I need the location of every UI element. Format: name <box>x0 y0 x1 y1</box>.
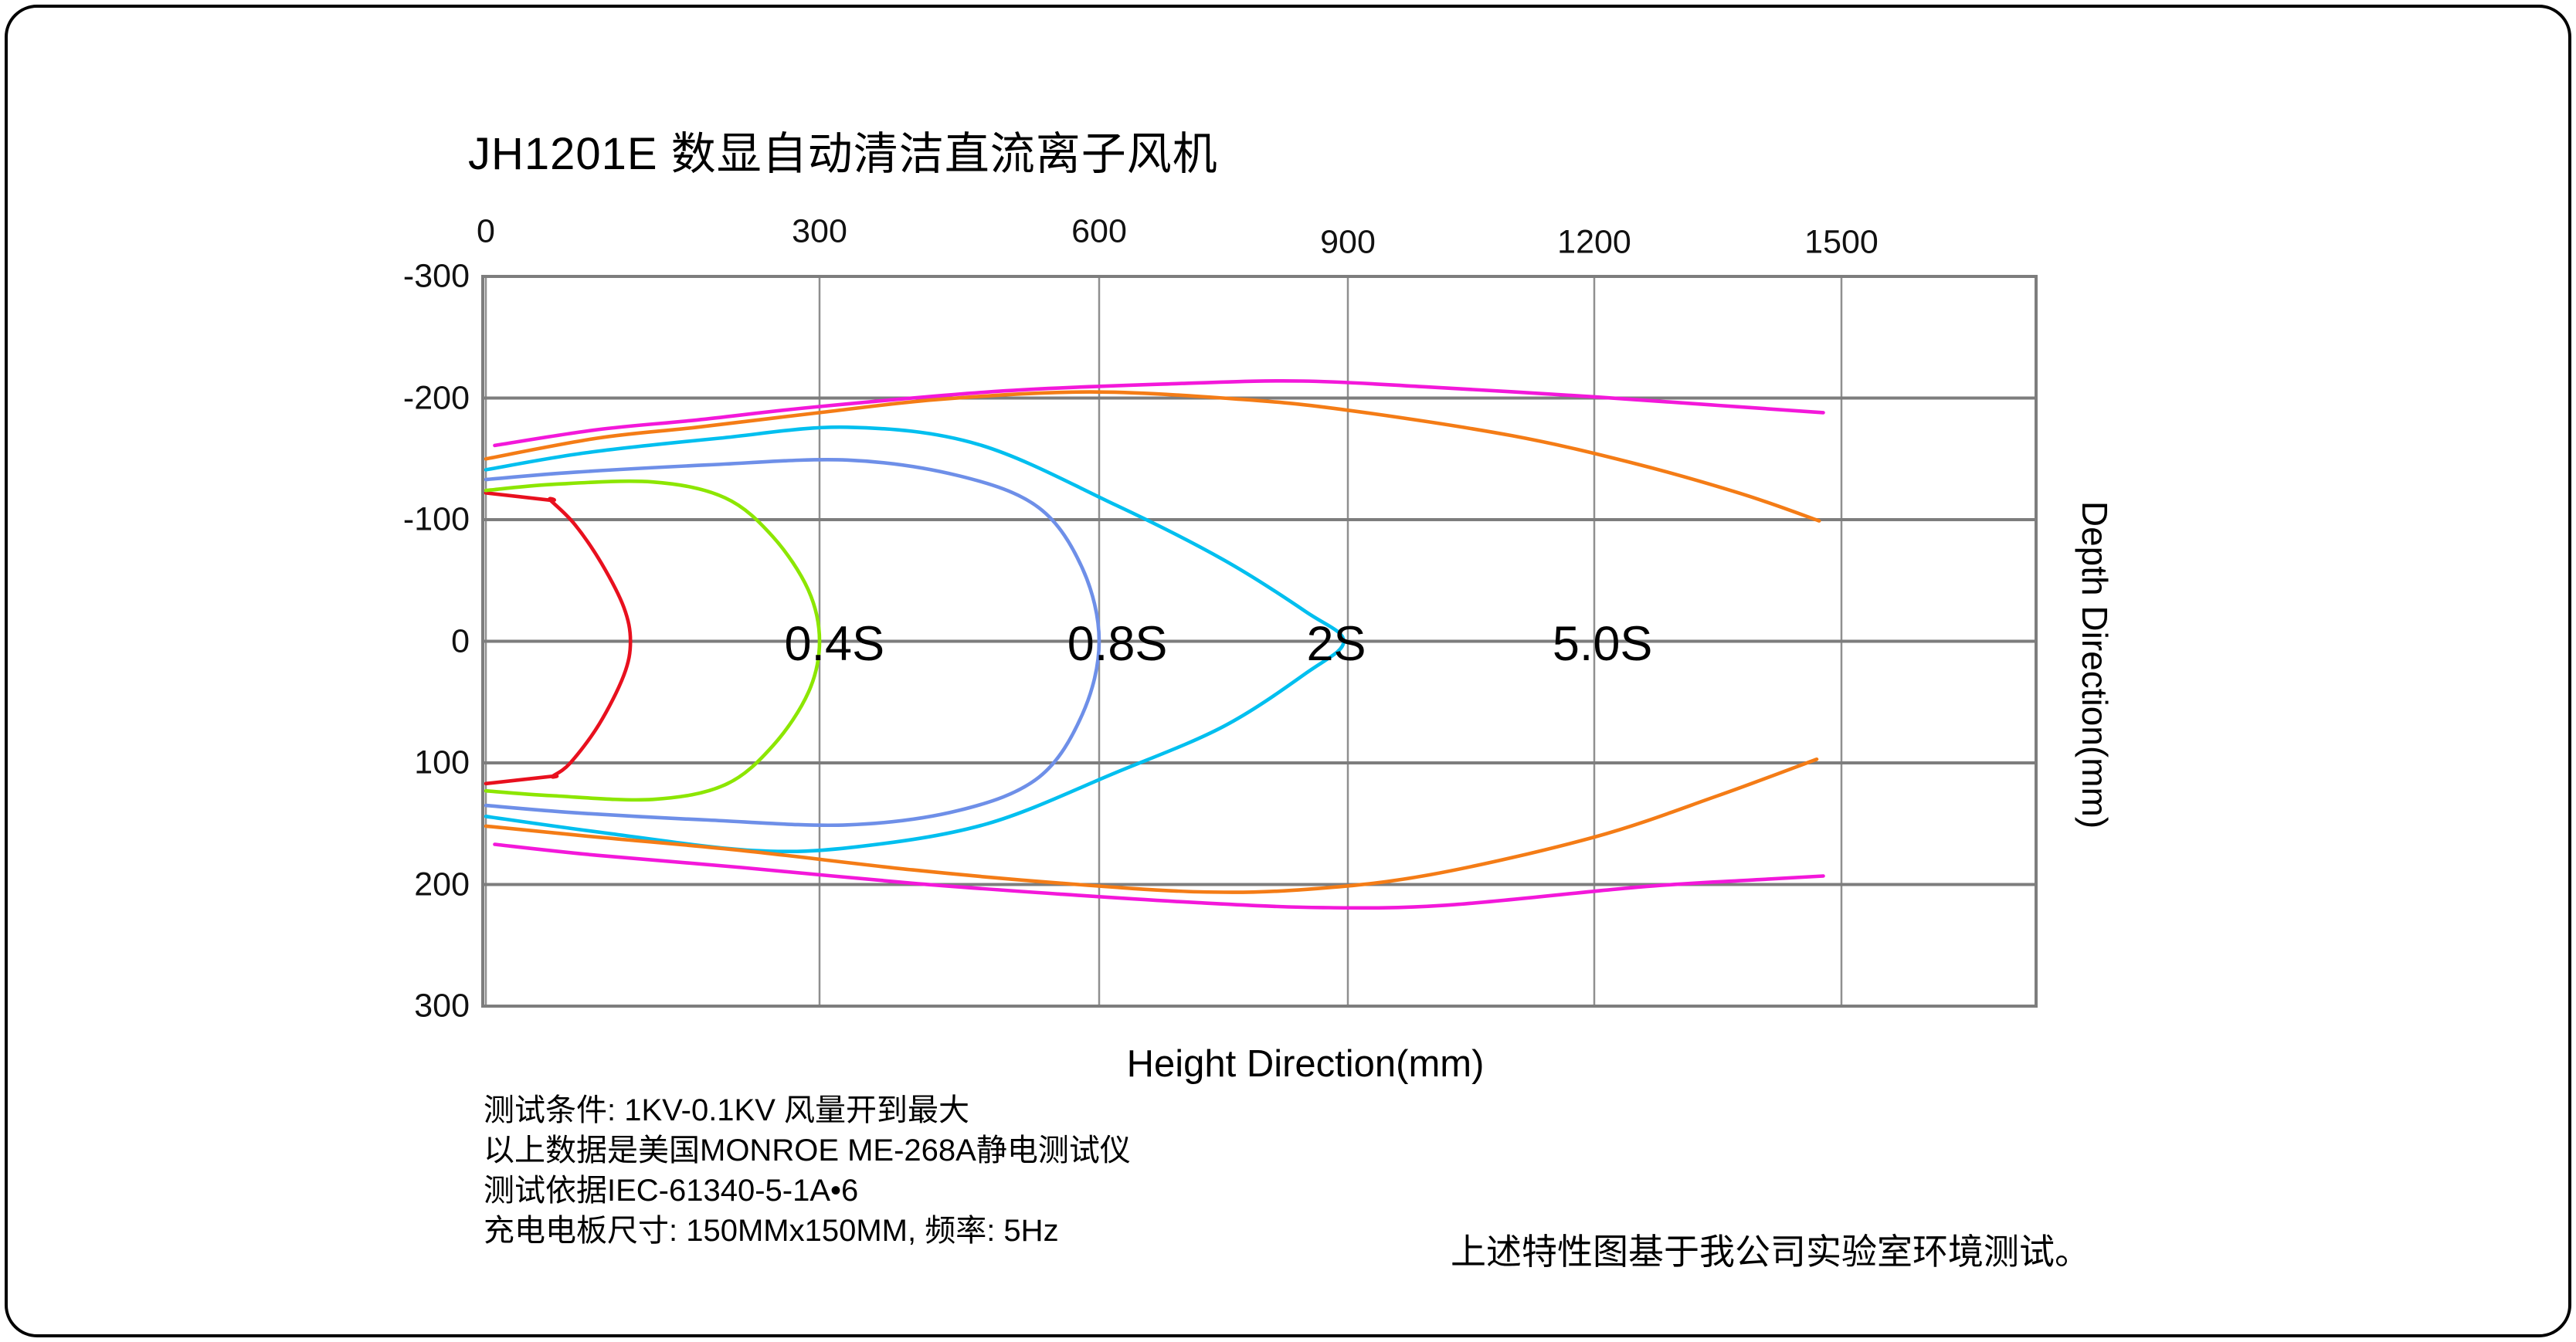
chart-title: JH1201E 数显自动清洁直流离子风机 <box>468 129 1218 179</box>
decay-contour-5.0S <box>484 390 1821 523</box>
note-line: 测试条件: 1KV-0.1KV 风量开到最大 <box>484 1093 970 1127</box>
decay-contour-2S <box>484 425 1346 854</box>
decay-contour-0.4S <box>484 479 822 802</box>
y-tick-label: 300 <box>414 987 470 1025</box>
decay-contour-outer-unlabeled <box>493 379 1825 448</box>
y-tick-label: -100 <box>402 500 470 538</box>
contour-label-0.8S: 0.8S <box>1067 616 1168 671</box>
y-tick-label: 100 <box>414 744 470 781</box>
decay-contour-inner-unlabeled <box>484 491 633 786</box>
y-tick-label: 0 <box>451 622 470 659</box>
contour-label-5.0S: 5.0S <box>1552 616 1653 671</box>
note-line: 测试依据IEC-61340-5-1A•6 <box>484 1174 859 1208</box>
plot-border <box>481 275 2038 1008</box>
x-tick-label: 0 <box>477 212 495 250</box>
y-axis-title: Depth Direction(mm) <box>2075 500 2115 829</box>
x-axis-title: Height Direction(mm) <box>1126 1043 1485 1085</box>
note-line: 充电电板尺寸: 150MMx150MM, 频率: 5Hz <box>484 1214 1059 1248</box>
contour-label-2S: 2S <box>1306 616 1366 671</box>
decay-contour-5.0S <box>484 757 1819 894</box>
lab-environment-note: 上述特性图基于我公司实验室环境测试。 <box>1451 1232 2090 1272</box>
x-tick-label: 900 <box>1320 223 1376 261</box>
decay-contour-0.8S <box>484 457 1101 828</box>
x-tick-label: 600 <box>1071 212 1127 250</box>
x-tick-label: 1500 <box>1804 223 1879 261</box>
x-tick-label: 300 <box>792 212 847 250</box>
y-tick-label: -200 <box>402 379 470 416</box>
decay-contour-outer-unlabeled <box>493 842 1825 910</box>
y-tick-label: -300 <box>402 257 470 295</box>
x-tick-label: 1200 <box>1557 223 1631 261</box>
contour-label-0.4S: 0.4S <box>784 616 885 671</box>
y-tick-label: 200 <box>414 866 470 903</box>
note-line: 以上数据是美国MONROE ME-268A静电测试仪 <box>484 1134 1131 1167</box>
test-condition-notes: 测试条件: 1KV-0.1KV 风量开到最大以上数据是美国MONROE ME-2… <box>484 1090 1131 1251</box>
